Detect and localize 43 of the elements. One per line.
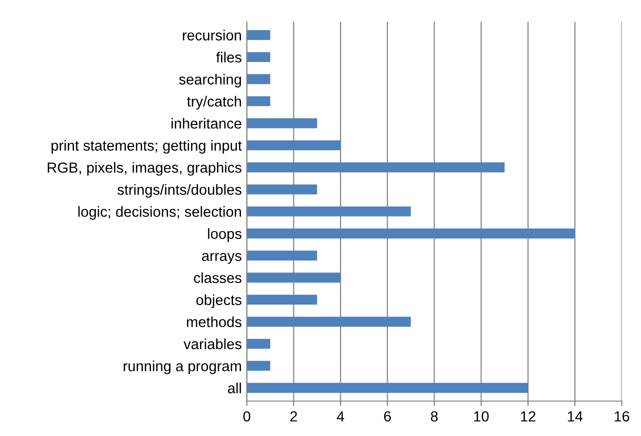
bar: [246, 250, 318, 261]
y-tick-label: objects: [196, 294, 242, 308]
y-tick-label: methods: [186, 316, 242, 328]
x-tick-label: 6: [384, 411, 391, 422]
bar: [246, 52, 270, 62]
x-tick-label: 14: [568, 411, 583, 422]
y-tick-label: searching: [179, 74, 241, 88]
y-tick-label: arrays: [202, 253, 242, 264]
y-tick-label: print statements; getting input: [52, 140, 242, 154]
y-tick-label: logic; decisions; selection: [78, 206, 241, 220]
bar: [246, 272, 341, 283]
x-tick-label: 10: [474, 411, 489, 422]
y-tick-label: running a program: [124, 360, 241, 374]
x-tick-label: 16: [614, 411, 630, 422]
y-tick-label: files: [216, 52, 242, 63]
y-tick-label: all: [228, 382, 241, 394]
bar: [246, 184, 318, 194]
bar: [246, 338, 270, 349]
x-tick-label: 2: [290, 411, 297, 422]
y-tick-label: strings/ints/doubles: [118, 184, 242, 198]
y-tick-label: classes: [194, 272, 242, 284]
bar: [246, 118, 318, 128]
x-tick-label: 12: [521, 411, 536, 422]
y-tick-label: recursion: [182, 30, 241, 40]
bar: [246, 316, 411, 327]
bar: [246, 382, 528, 393]
bar: [246, 140, 341, 150]
bar: [246, 30, 270, 40]
y-tick-label: variables: [184, 338, 242, 350]
bar: [246, 294, 318, 305]
bar: [246, 360, 270, 371]
x-tick-label: 8: [430, 411, 438, 422]
y-tick-label: try/catch: [187, 96, 241, 110]
bar: [246, 206, 411, 216]
y-tick-label: RGB, pixels, images, graphics: [48, 162, 242, 176]
bar: [246, 228, 575, 238]
y-tick-label: loops: [208, 228, 242, 242]
x-tick-label: 4: [336, 411, 344, 422]
x-tick-label: 0: [243, 411, 250, 422]
bar: [246, 96, 270, 106]
y-tick-label: inheritance: [172, 118, 242, 129]
bar: [246, 162, 505, 172]
bar: [246, 74, 270, 84]
